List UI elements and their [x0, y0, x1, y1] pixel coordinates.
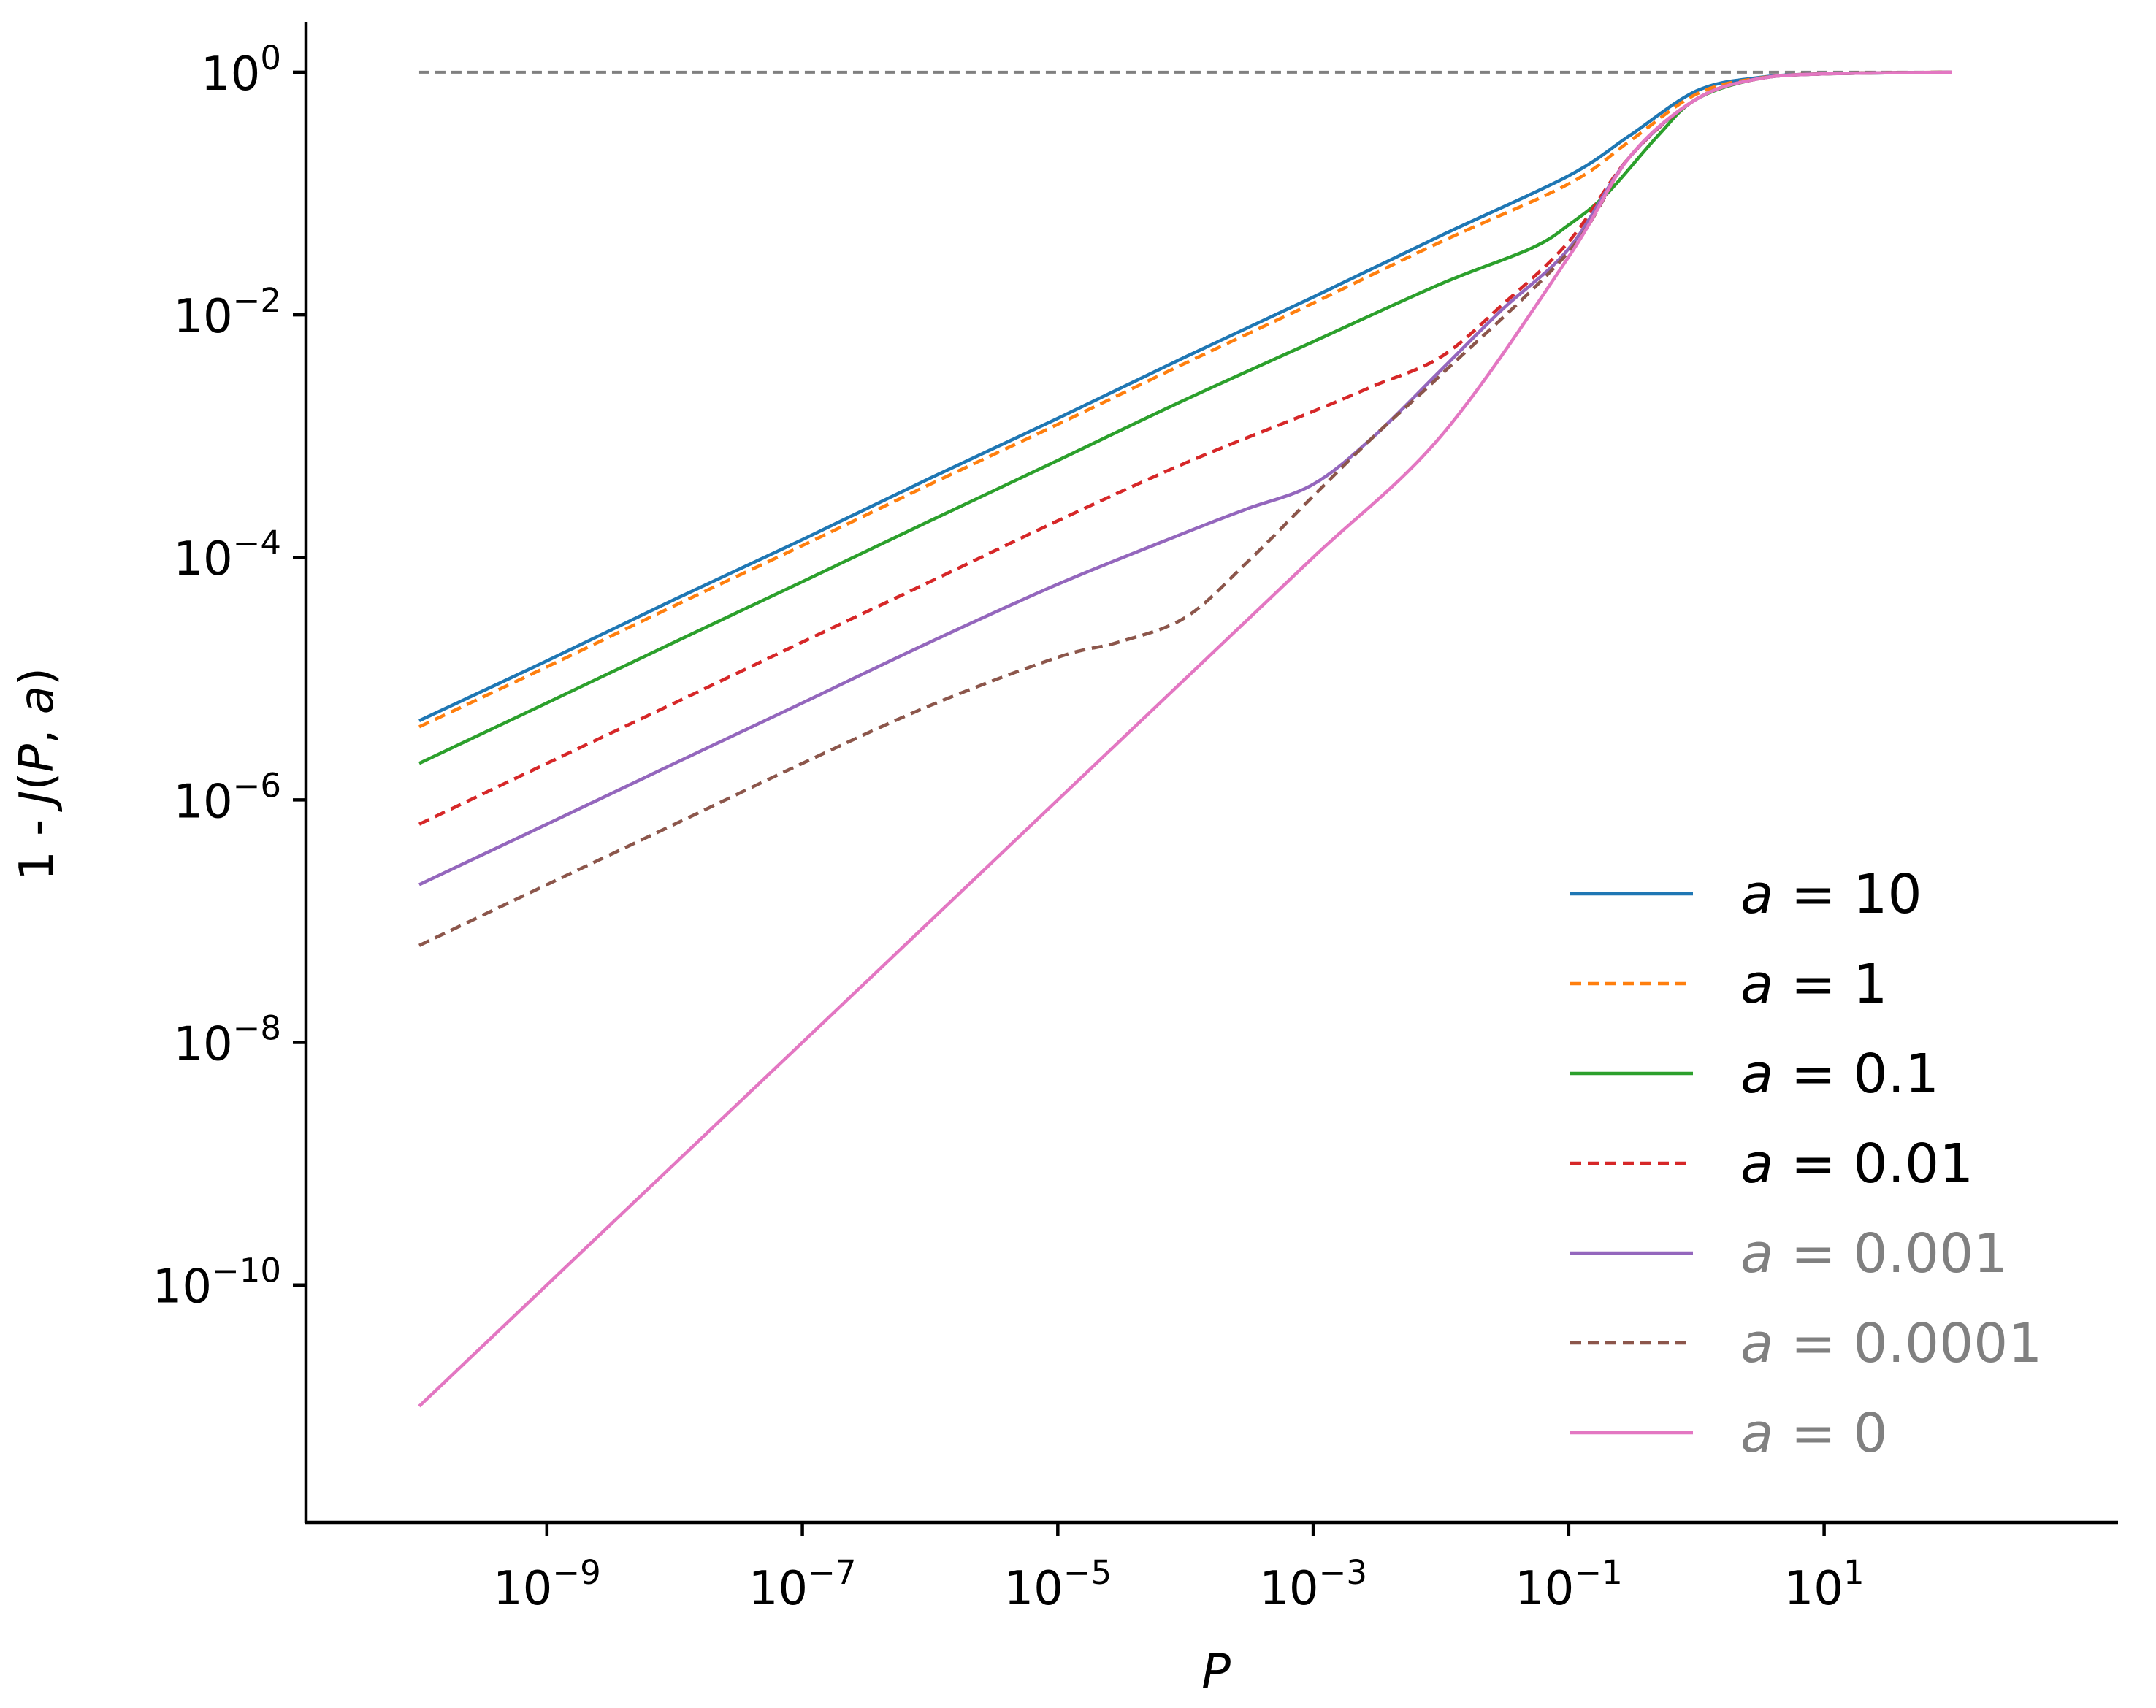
legend-label: a = 0	[1740, 1402, 1888, 1465]
legend-label: a = 10	[1740, 863, 1922, 926]
y-tick-label: 10−4	[173, 524, 281, 586]
y-tick-label: 10−8	[173, 1009, 281, 1072]
series-line-1	[418, 70, 1952, 729]
series-line-4	[418, 70, 1952, 886]
x-tick-label: 10−7	[749, 1553, 857, 1616]
y-axis-label: 1 - J(P, a)	[10, 667, 64, 881]
series-line-5	[418, 70, 1952, 947]
legend: a = 10 a = 1 a = 0.1 a = 0.01 a = 0.001 a = 0…	[1570, 863, 2042, 1465]
legend-label: a = 0.01	[1740, 1133, 1973, 1195]
legend-label: a = 0.001	[1740, 1222, 2008, 1285]
series-group	[418, 70, 1952, 1408]
x-tick-label: 10−3	[1259, 1553, 1367, 1616]
y-tick-label: 100	[201, 39, 281, 102]
legend-label: a = 0.0001	[1740, 1312, 2042, 1375]
x-tick-label: 10−9	[493, 1553, 601, 1616]
series-line-0	[418, 70, 1952, 722]
y-tick-label: 10−2	[173, 281, 281, 344]
x-tick-label: 101	[1784, 1553, 1865, 1616]
x-tick-label: 10−1	[1515, 1553, 1623, 1616]
y-tick-label: 10−6	[173, 766, 281, 829]
series-line-3	[418, 70, 1952, 826]
series-line-2	[418, 70, 1952, 765]
x-axis-label: P	[1201, 1644, 1231, 1700]
y-ticks: 100 10−2 10−4 10−6 10−8 10−10	[153, 39, 306, 1314]
x-ticks: 10−9 10−7 10−5 10−3 10−1 101	[493, 1523, 1865, 1616]
legend-label: a = 0.1	[1740, 1043, 1939, 1106]
axes-frame	[304, 22, 2118, 1525]
y-tick-label: 10−10	[153, 1252, 281, 1314]
legend-label: a = 1	[1740, 953, 1888, 1016]
series-line-6	[418, 70, 1952, 1408]
x-tick-label: 10−5	[1004, 1553, 1112, 1616]
